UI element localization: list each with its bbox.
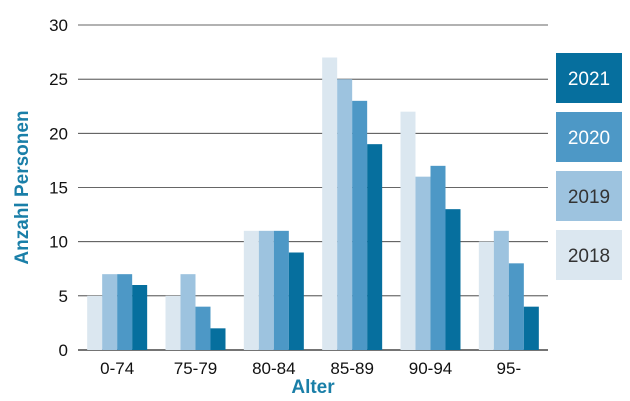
bar-2021-75-79 (210, 328, 226, 350)
bars (87, 57, 539, 351)
bar-2018-90-94 (400, 111, 416, 351)
y-tick-label: 0 (59, 341, 68, 360)
legend-swatch-2018 (556, 230, 622, 280)
y-axis-title: Anzahl Personen (12, 110, 33, 264)
bar-2018-75-79 (165, 295, 181, 350)
bar-2020-90-94 (430, 165, 446, 350)
bar-2018-80-84 (243, 230, 259, 350)
legend-label-2020: 2020 (568, 128, 610, 149)
bar-2021-80-84 (288, 252, 304, 350)
bar-2021-95- (523, 306, 539, 350)
x-axis: 0-74 75-79 80-84 85-89 90-94 95- (100, 359, 521, 378)
bar-2019-90-94 (415, 176, 431, 350)
bar-2021-0-74 (132, 285, 148, 350)
legend-label-2021: 2021 (568, 69, 610, 90)
bar-2021-90-94 (445, 209, 461, 350)
bar-2018-85-89 (322, 57, 338, 350)
legend-label-2019: 2019 (568, 187, 610, 208)
y-tick-label: 5 (59, 287, 68, 306)
bar-2018-95- (478, 241, 494, 350)
bar-2021-85-89 (367, 144, 383, 350)
bar-2019-0-74 (102, 274, 118, 350)
legend: 2021 2020 2019 2018 (556, 53, 622, 280)
bar-2019-80-84 (258, 230, 274, 350)
legend-label-2018: 2018 (568, 246, 610, 267)
bar-2019-95- (493, 230, 509, 350)
y-tick-label: 30 (49, 16, 68, 35)
bar-2020-95- (508, 263, 524, 350)
bar-2020-0-74 (117, 274, 133, 350)
y-tick-label: 20 (49, 124, 68, 143)
x-tick-label: 85-89 (330, 359, 373, 378)
bar-2019-85-89 (337, 79, 353, 351)
bar-2020-85-89 (352, 100, 368, 350)
x-axis-title: Alter (291, 377, 335, 398)
x-tick-label: 80-84 (252, 359, 295, 378)
bar-2019-75-79 (180, 274, 196, 350)
bar-2018-0-74 (87, 295, 103, 350)
x-tick-label: 95- (497, 359, 522, 378)
legend-swatch-2021 (556, 53, 622, 103)
x-tick-label: 90-94 (409, 359, 452, 378)
y-axis: 0 5 10 15 20 25 30 (49, 16, 68, 360)
bar-2020-75-79 (195, 306, 211, 350)
x-tick-label: 75-79 (174, 359, 217, 378)
y-tick-label: 15 (49, 179, 68, 198)
legend-swatch-2019 (556, 171, 622, 221)
x-tick-label: 0-74 (100, 359, 134, 378)
gridlines (78, 24, 548, 351)
y-tick-label: 10 (49, 233, 68, 252)
legend-swatch-2020 (556, 112, 622, 162)
y-tick-label: 25 (49, 70, 68, 89)
bar-2020-80-84 (273, 230, 289, 350)
